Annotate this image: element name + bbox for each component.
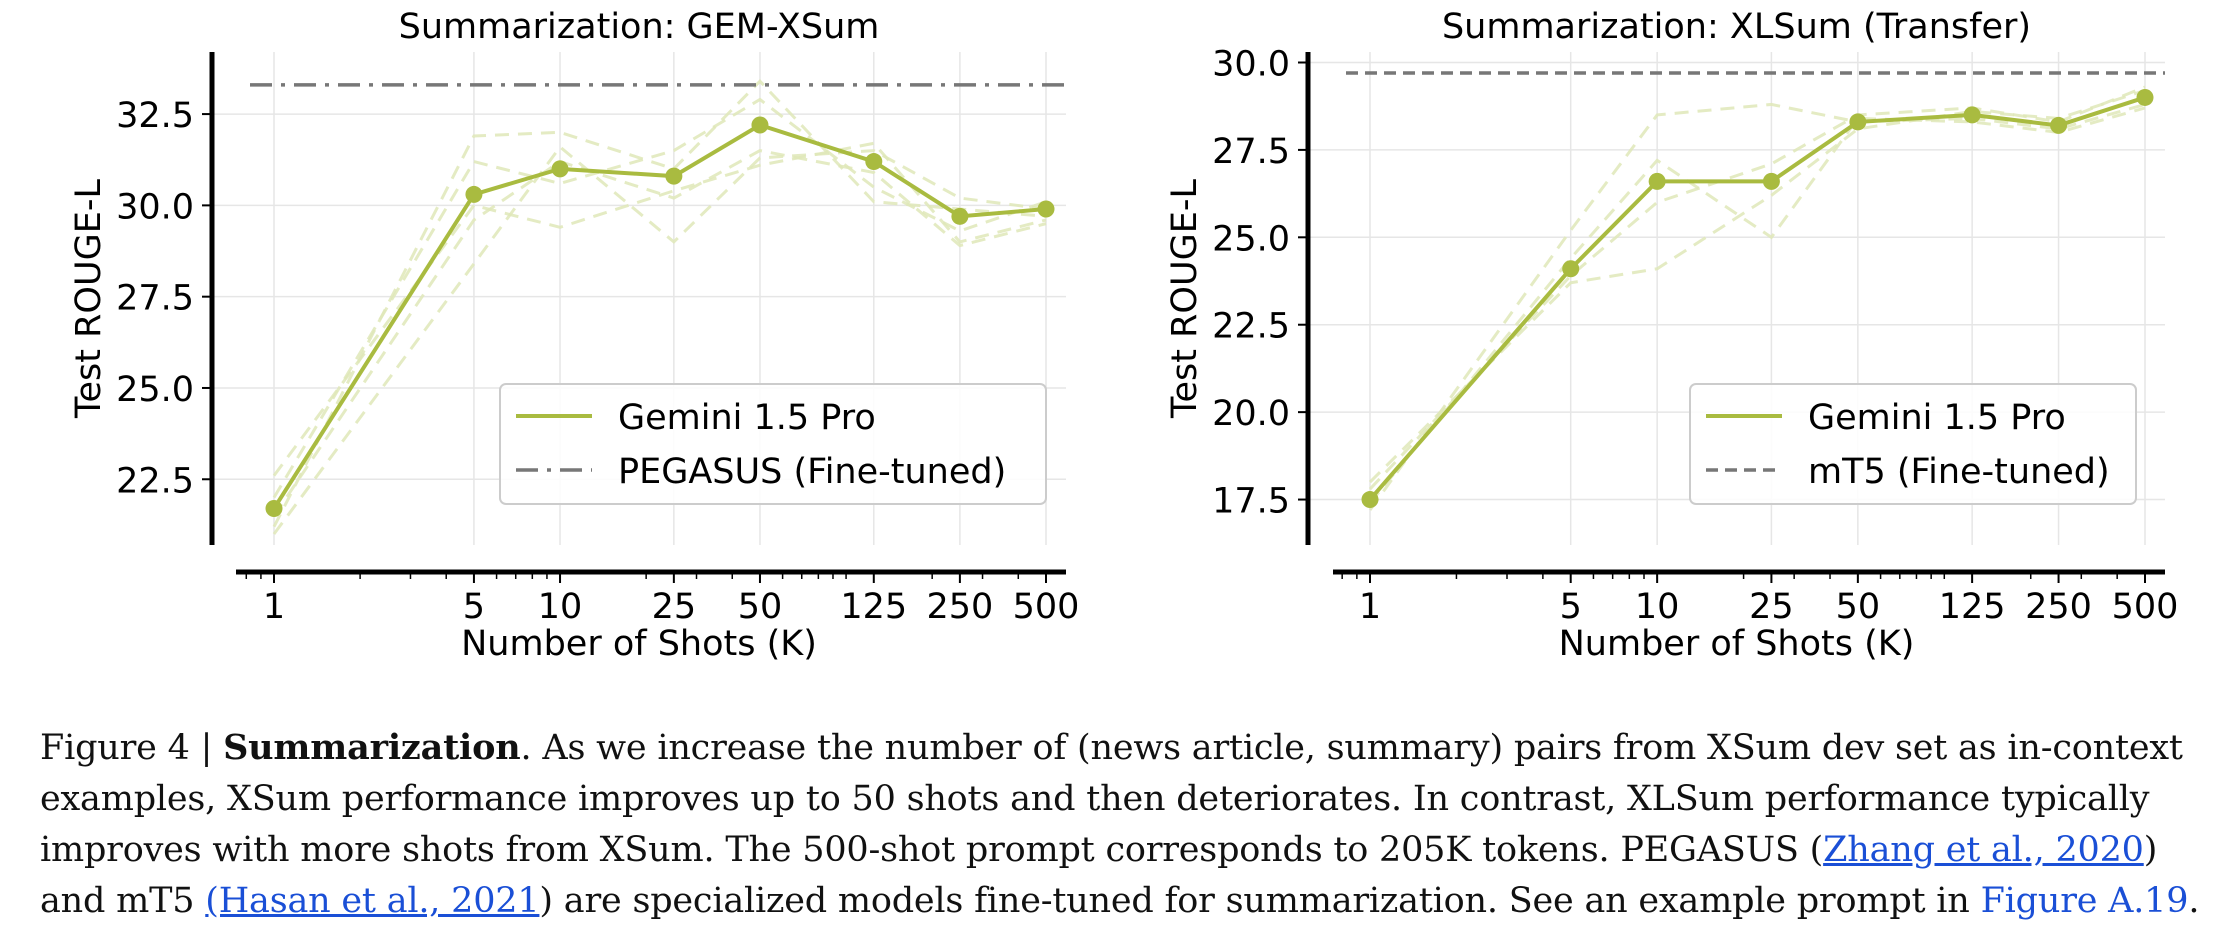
x-tick-label: 50	[1836, 587, 1881, 627]
run-line	[1368, 89, 2146, 484]
data-point	[1849, 113, 1867, 131]
y-tick-label: 27.5	[116, 279, 194, 319]
y-tick-label: 30.0	[1212, 44, 1290, 84]
legend-label-baseline: mT5 (Fine-tuned)	[1808, 452, 2110, 492]
x-axis-label: Number of Shots (K)	[461, 624, 817, 664]
caption-text-3a: improves with more shots from XSum. The …	[40, 830, 1824, 870]
data-point	[1562, 260, 1580, 278]
caption-bold-title: Summarization	[223, 727, 521, 768]
y-axis-label: Test ROUGE-L	[1165, 179, 1205, 419]
charts-area: 22.525.027.530.032.51 5 10 25 50 125 250 500Sum…	[69, 7, 2178, 664]
data-point	[265, 499, 283, 517]
data-point	[951, 207, 969, 225]
chart-xlsum-transfer: 17.5 20.0 22.5 25.0 27.5 30.0 1 5 10 25 50 125 250 50…	[1165, 7, 2178, 664]
data-point	[2050, 116, 2068, 134]
y-axis-label: Test ROUGE-L	[69, 179, 109, 419]
y-tick-label: 22.5	[1212, 307, 1290, 347]
x-tick-label: 1	[263, 587, 285, 627]
caption-text-1: . As we increase the number of (news art…	[520, 728, 2183, 768]
caption-text-4b: ) are specialized models fine-tuned for …	[539, 881, 1981, 921]
x-axis-label: Number of Shots (K)	[1559, 624, 1915, 664]
y-tick-label: 30.0	[116, 187, 194, 227]
y-tick-label: 17.5	[1212, 482, 1290, 522]
x-tick-label: 250	[2025, 587, 2092, 627]
data-point	[551, 160, 569, 178]
y-tick-label: 27.5	[1212, 132, 1290, 172]
legend-box	[499, 383, 1047, 505]
legend-label-baseline: PEGASUS (Fine-tuned)	[618, 452, 1006, 492]
data-point	[465, 185, 483, 203]
x-tick-label: 5	[463, 587, 485, 627]
legend-box	[1689, 383, 2137, 505]
citation-link-zhang[interactable]: Zhang et al., 2020	[1823, 830, 2144, 870]
x-tick-label: 250	[926, 587, 993, 627]
x-tick-label: 500	[2112, 587, 2179, 627]
legend-label-series: Gemini 1.5 Pro	[1808, 398, 2066, 438]
chart-title: Summarization: GEM-XSum	[399, 7, 880, 47]
x-tick-label: 125	[840, 587, 907, 627]
caption-text-3b: )	[2143, 830, 2158, 870]
run-line	[272, 97, 1047, 499]
data-point	[1037, 200, 1055, 218]
run-line	[1368, 102, 2146, 511]
y-tick-label: 25.0	[116, 370, 194, 410]
chart-title: Summarization: XLSum (Transfer)	[1442, 7, 2031, 47]
chart-gem-xsum: 22.5 25.0 27.5 30.0 32.5 1 5 10 25 50 125 250 500 Sum…	[69, 7, 1079, 664]
data-point	[865, 153, 883, 171]
y-tick-label: 25.0	[1212, 219, 1290, 259]
x-tick-label: 1	[1359, 587, 1381, 627]
caption-line-3: improves with more shots from XSum. The …	[40, 825, 2215, 876]
data-point	[1648, 172, 1666, 190]
x-tick-label: 10	[538, 587, 583, 627]
data-point	[1762, 172, 1780, 190]
figure-ref-link[interactable]: Figure A.19	[1980, 881, 2189, 921]
x-tick-label: 500	[1013, 587, 1080, 627]
run-line	[272, 144, 1047, 535]
run-line	[272, 149, 1047, 517]
legend-label-series: Gemini 1.5 Pro	[618, 398, 876, 438]
citation-link-hasan[interactable]: (Hasan et al., 2021	[205, 881, 540, 921]
data-point	[665, 167, 683, 185]
x-tick-label: 25	[1749, 587, 1794, 627]
x-tick-label: 125	[1939, 587, 2006, 627]
data-point	[1361, 491, 1379, 509]
y-tick-label: 22.5	[116, 461, 194, 501]
y-tick-label: 32.5	[116, 96, 194, 136]
caption-line-4: and mT5 (Hasan et al., 2021) are special…	[40, 876, 2215, 927]
series-line	[272, 122, 1047, 510]
series-line	[1368, 95, 2146, 501]
x-tick-label: 10	[1635, 587, 1680, 627]
caption-label: Figure 4 |	[40, 728, 224, 768]
data-point	[2136, 88, 2154, 106]
caption-text-4a: and mT5	[40, 881, 206, 921]
y-tick-label: 20.0	[1212, 394, 1290, 434]
x-tick-label: 50	[738, 587, 783, 627]
x-tick-label: 5	[1560, 587, 1582, 627]
data-point	[1963, 106, 1981, 124]
caption-text-4c: .	[2188, 881, 2200, 921]
data-point	[751, 116, 769, 134]
figure-caption: Figure 4 | Summarization. As we increase…	[40, 722, 2215, 927]
run-line	[1368, 85, 2146, 491]
caption-line-1: Figure 4 | Summarization. As we increase…	[40, 722, 2215, 774]
caption-line-2: examples, XSum performance improves up t…	[40, 779, 2150, 819]
x-tick-label: 25	[652, 587, 697, 627]
